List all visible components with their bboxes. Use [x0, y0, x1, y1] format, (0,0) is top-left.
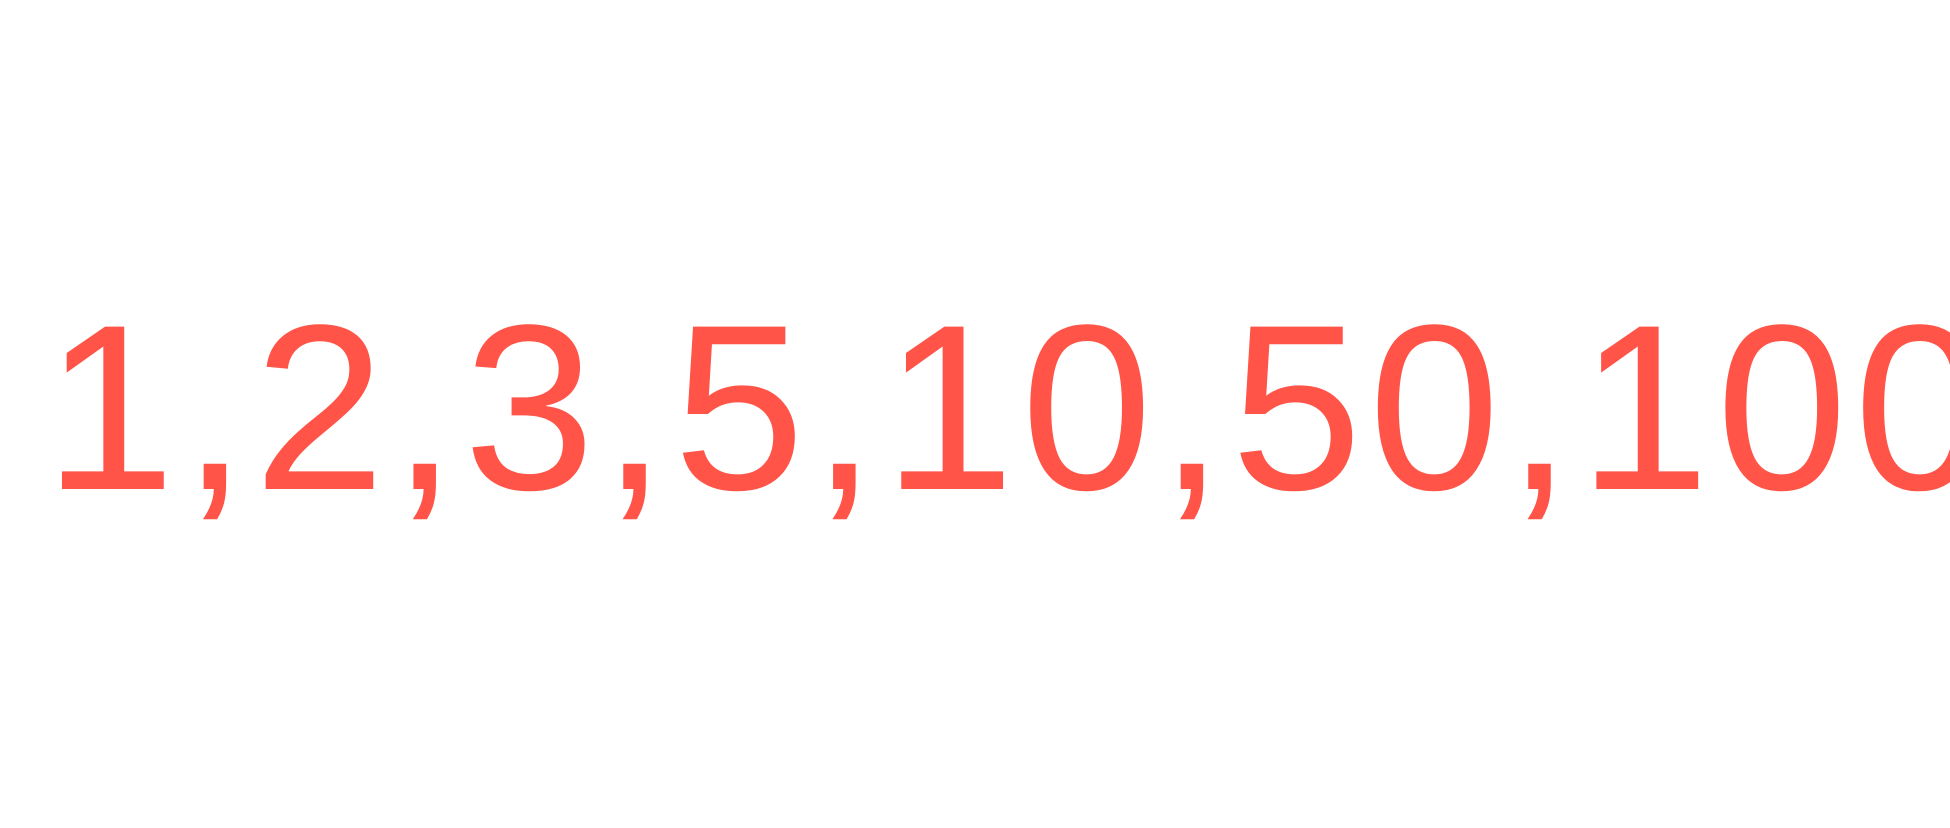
number-sequence-text: 1,2,3,5,10,50,100 — [44, 276, 1950, 540]
